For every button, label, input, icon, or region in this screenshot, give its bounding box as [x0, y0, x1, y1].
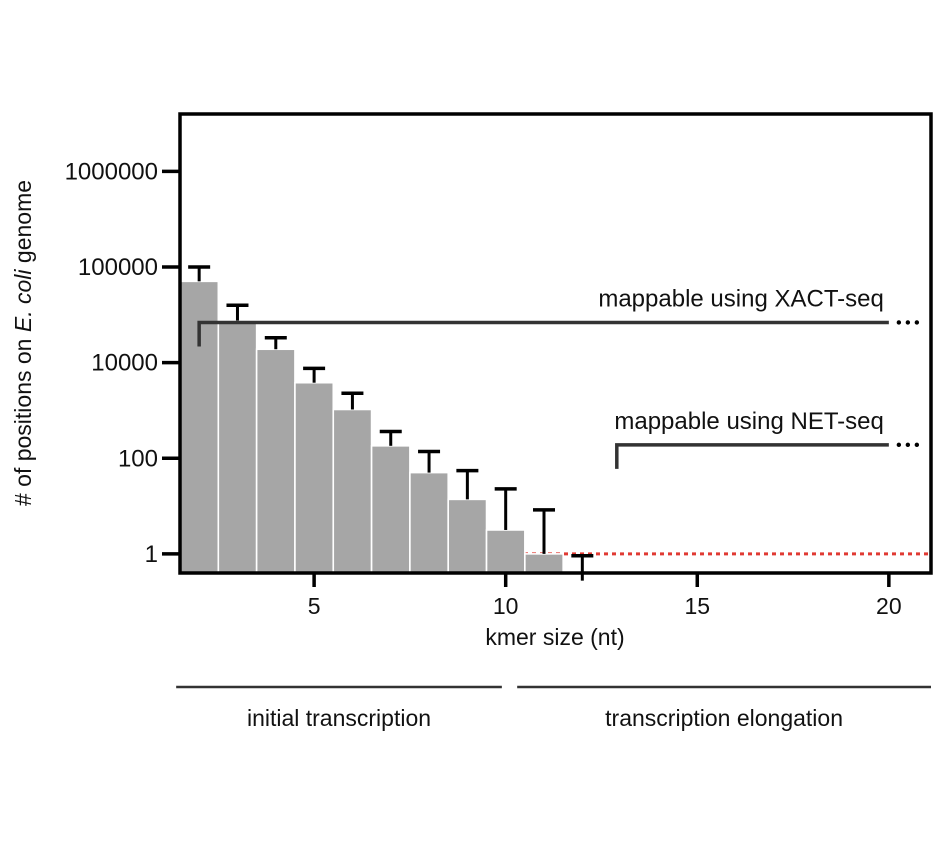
plot-frame: [178, 112, 933, 575]
bar-kmer-5: [294, 381, 335, 574]
annotation-label-1: mappable using XACT-seq: [598, 285, 884, 312]
phase-label-2: transcription elongation: [605, 705, 843, 731]
bars-layer: [179, 280, 564, 574]
y-axis-title-italic: E. coli: [10, 269, 36, 333]
x-tick-label: 10: [493, 593, 519, 619]
x-axis-title: kmer size (nt): [485, 624, 624, 650]
bar-kmer-9: [447, 498, 488, 574]
continuation-dot: [914, 320, 920, 325]
bar-kmer-11: [524, 553, 564, 574]
y-tick-label: 100: [118, 445, 158, 472]
x-tick-label: 5: [308, 593, 321, 619]
annotation-brackets: mappable using XACT-seq mappable using NE…: [197, 285, 920, 469]
bar-kmer-7: [370, 445, 411, 574]
x-axis: 5 10 15 20: [308, 573, 902, 619]
bar-kmer-8: [409, 471, 450, 574]
continuation-dot: [896, 320, 902, 325]
phase-brackets: initial transcription transcription elong…: [176, 685, 931, 731]
bar-kmer-4: [255, 348, 296, 574]
continuation-dot: [914, 442, 920, 448]
annotation-bracket-1: [197, 320, 889, 347]
error-bars-layer: [188, 265, 594, 581]
phase-label-1: initial transcription: [247, 705, 431, 731]
y-axis-title-suffix: genome: [10, 180, 36, 270]
continuation-dot: [905, 442, 911, 448]
bar-kmer-6: [332, 408, 373, 574]
y-tick-label: 1: [145, 541, 158, 568]
y-axis-title: # of positions on E. coli genome: [10, 180, 36, 506]
annotation-label-2: mappable using NET-seq: [614, 408, 883, 435]
y-tick-label: 10000: [91, 350, 158, 377]
y-tick-label: 100000: [78, 254, 158, 281]
continuation-dot: [896, 442, 902, 448]
y-axis-title-prefix: # of positions on: [10, 332, 36, 506]
y-tick-label: 1000000: [65, 158, 158, 185]
y-axis: 1000000 100000 10000 100 1: [65, 158, 180, 568]
bar-kmer-3: [217, 319, 258, 574]
x-tick-label: 15: [684, 593, 710, 619]
annotation-bracket-2: [615, 443, 889, 469]
bar-kmer-10: [485, 529, 526, 574]
x-tick-label: 20: [876, 593, 902, 619]
continuation-dot: [905, 320, 911, 325]
